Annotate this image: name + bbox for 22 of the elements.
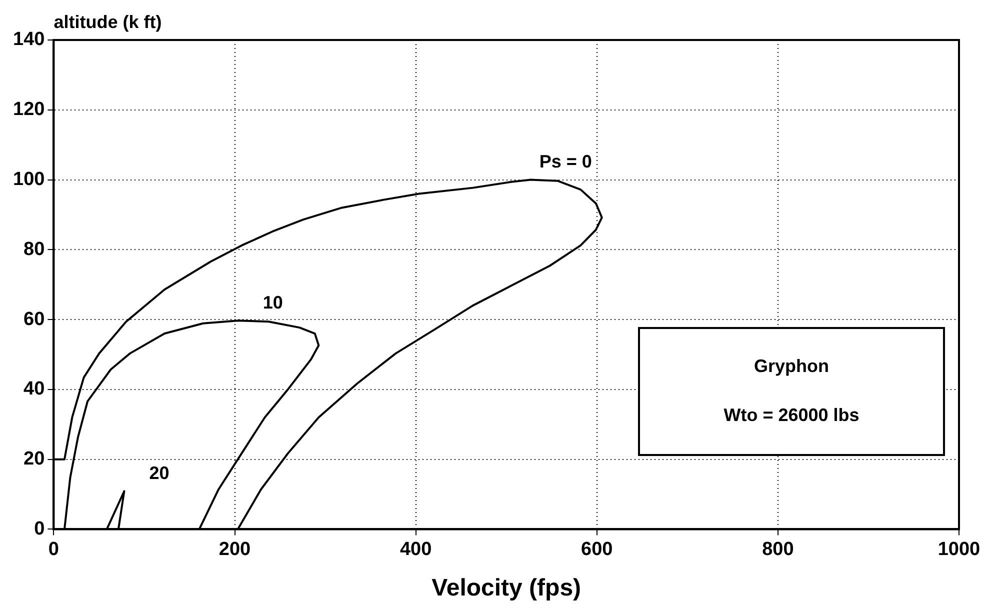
x-tick-label: 200 bbox=[218, 538, 251, 560]
y-tick-label: 140 bbox=[13, 29, 45, 50]
annotation: Gryphon bbox=[754, 356, 829, 378]
x-tick-label: 800 bbox=[762, 538, 794, 560]
y-tick-label: 40 bbox=[24, 378, 45, 400]
x-tick-label: 400 bbox=[400, 538, 432, 560]
series-label: 10 bbox=[262, 292, 283, 313]
y-tick-label: 80 bbox=[24, 238, 45, 260]
series-label: 20 bbox=[149, 463, 170, 484]
annotation: Wto = 26000 lbs bbox=[724, 405, 860, 426]
y-tick-label: 20 bbox=[24, 448, 45, 470]
y-axis-title: altitude (k ft) bbox=[54, 12, 162, 32]
y-tick-label: 120 bbox=[13, 99, 45, 120]
y-tick-label: 100 bbox=[13, 169, 45, 190]
y-tick-label: 0 bbox=[34, 518, 45, 540]
x-tick-label: 1000 bbox=[938, 538, 980, 560]
x-tick-label: 0 bbox=[48, 538, 59, 560]
note-box: Gryphon Wto = 26000 lbs bbox=[638, 326, 946, 456]
series-label: Ps = 0 bbox=[539, 152, 592, 172]
x-axis-title: Velocity (fps) bbox=[432, 574, 582, 602]
x-tick-label: 600 bbox=[581, 538, 613, 560]
y-tick-label: 60 bbox=[24, 308, 45, 330]
